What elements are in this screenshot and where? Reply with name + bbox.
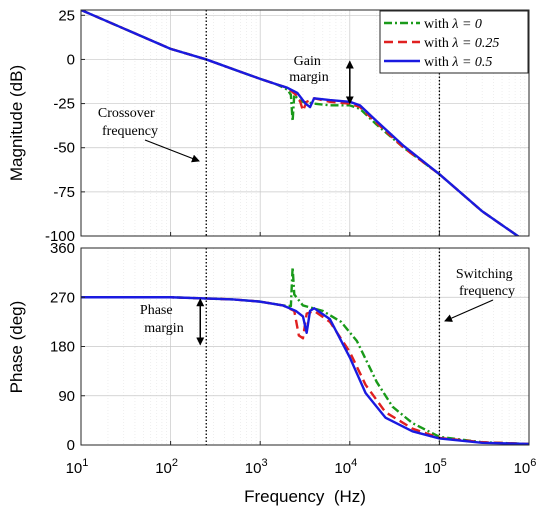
x-tick-label: 103 — [245, 457, 268, 477]
magnitude-y-tick-labels: 25 0 -25 -50 -75 -100 — [45, 7, 85, 245]
y-tick-label: 25 — [58, 7, 75, 24]
phase-margin-label: Phase margin — [140, 303, 184, 336]
x-tick-label: 106 — [514, 457, 537, 477]
magnitude-panel: 25 0 -25 -50 -75 -100 Magnitude (dB) with λ =… — [7, 7, 530, 245]
x-axis-label: Frequency (Hz) — [244, 487, 366, 506]
crossover-frequency-label: Crossover frequency — [98, 106, 158, 139]
x-tick-label: 105 — [424, 457, 447, 477]
switching-label-line1: Switching — [456, 267, 513, 282]
y-tick-label: -50 — [53, 140, 75, 157]
mag-series-line-2 — [81, 10, 520, 236]
legend: with λ = 0 with λ = 0.25 with λ = 0.5 — [379, 10, 529, 74]
y-tick-label: 90 — [58, 388, 75, 405]
crossover-arrow — [144, 139, 200, 163]
switching-label-line2: frequency — [459, 284, 515, 299]
phase-y-axis-label: Phase (deg) — [7, 301, 26, 394]
phase-panel: 360 270 180 90 0 101 102 103 104 105 106 Phase (d… — [7, 232, 536, 506]
gain-margin-label: Gain margin — [289, 54, 328, 85]
x-tick-label: 101 — [66, 457, 89, 477]
legend-label-0: with λ = 0 — [424, 17, 482, 32]
gain-margin-label-line1: Gain — [294, 54, 321, 69]
legend-label-1: with λ = 0.25 — [424, 36, 499, 51]
y-tick-label: -75 — [53, 184, 75, 201]
y-tick-label: 0 — [67, 437, 75, 454]
y-tick-label: 270 — [50, 289, 75, 306]
phase-margin-label-line2: margin — [144, 321, 183, 336]
y-tick-label: -25 — [53, 96, 75, 113]
phase-series-group — [81, 265, 529, 445]
y-tick-label: -100 — [45, 228, 75, 245]
switching-arrow — [444, 299, 494, 322]
crossover-label-line1: Crossover — [98, 106, 155, 121]
ph-series-line-2 — [81, 296, 529, 445]
y-tick-label: 180 — [50, 339, 75, 356]
legend-label-2: with λ = 0.5 — [424, 55, 492, 70]
y-tick-label: 360 — [50, 240, 75, 257]
gain-margin-label-line2: margin — [289, 70, 328, 85]
magnitude-series-group — [81, 10, 520, 236]
x-tick-labels: 101 102 103 104 105 106 — [66, 232, 537, 477]
switching-frequency-label: Switching frequency — [456, 267, 516, 299]
phase-margin-label-line1: Phase — [140, 303, 173, 318]
magnitude-axes-frame — [80, 9, 530, 237]
x-tick-label: 104 — [334, 457, 357, 477]
x-tick-label: 102 — [155, 457, 178, 477]
y-tick-label: 0 — [67, 51, 75, 68]
magnitude-y-axis-label: Magnitude (dB) — [7, 65, 26, 181]
magnitude-markers — [205, 10, 441, 236]
crossover-label-line2: frequency — [102, 124, 158, 139]
phase-markers — [196, 248, 441, 445]
phase-y-tick-labels: 360 270 180 90 0 — [50, 240, 85, 454]
